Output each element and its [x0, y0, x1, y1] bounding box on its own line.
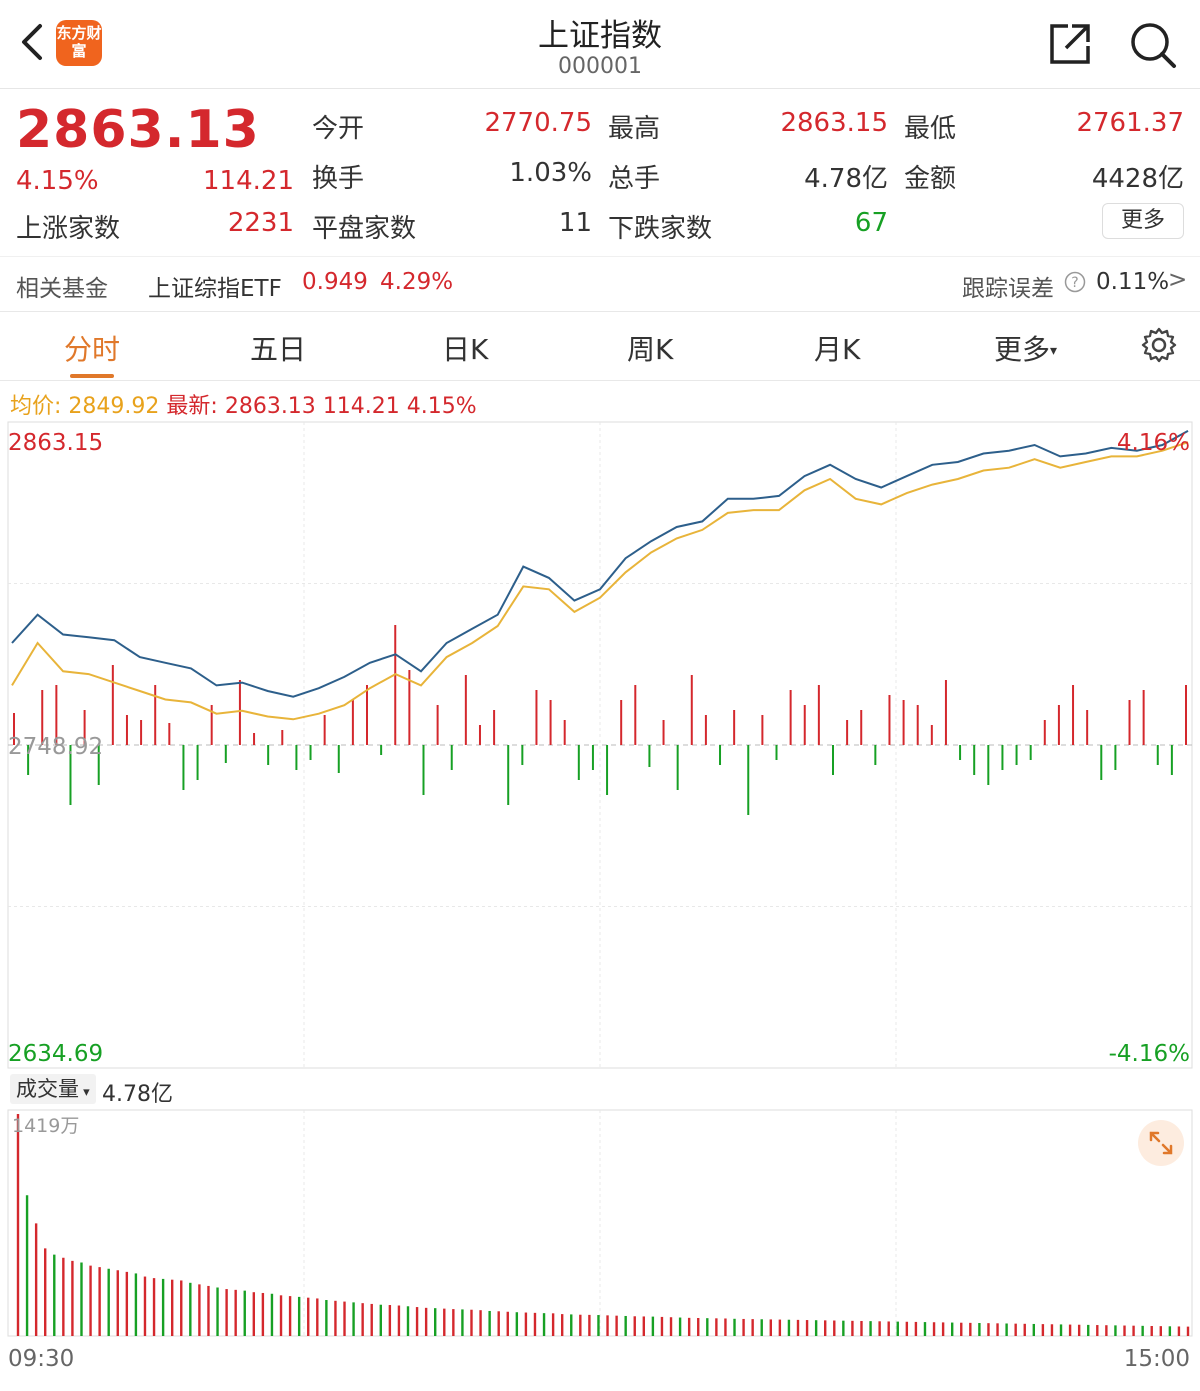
- open-value: 2770.75: [484, 108, 592, 138]
- current-price: 2863.13: [16, 100, 260, 160]
- decliners-label: 下跌家数: [608, 214, 713, 244]
- advancers-value: 2231: [227, 208, 294, 238]
- share-icon[interactable]: [1048, 22, 1092, 66]
- volume-chart[interactable]: 1419万 09:30 15:00: [0, 1108, 1200, 1391]
- caret-down-icon: ▾: [79, 1085, 90, 1100]
- amount-label: 金额: [904, 164, 957, 194]
- latest-change: 114.21: [322, 394, 400, 419]
- gear-icon[interactable]: [1140, 326, 1178, 364]
- tab-monthly-k[interactable]: 月K: [814, 333, 861, 366]
- pct-axis-bottom: -4.16%: [1109, 1041, 1190, 1067]
- time-start: 09:30: [8, 1346, 74, 1372]
- latest-pct: 4.15%: [406, 394, 477, 419]
- latest-label: 最新:: [166, 394, 218, 419]
- amount-value: 4428亿: [1091, 164, 1184, 194]
- time-end: 15:00: [1124, 1346, 1190, 1372]
- more-button[interactable]: 更多: [1102, 203, 1184, 239]
- high-value: 2863.15: [780, 108, 888, 138]
- back-icon[interactable]: [14, 22, 54, 62]
- intraday-price-chart[interactable]: 2863.15 2748.92 2634.69 4.16% -4.16%: [0, 420, 1200, 1080]
- tab-weekly-k[interactable]: 周K: [627, 333, 674, 366]
- app-logo: 东方财富: [56, 20, 102, 66]
- volume-axis-top: 1419万: [12, 1115, 79, 1137]
- tracking-error-value: 0.11%: [1096, 269, 1170, 295]
- chart-legend: 均价: 2849.92 最新: 2863.13 114.21 4.15%: [10, 388, 477, 420]
- volume-bars: [16, 1114, 1190, 1336]
- low-label: 最低: [904, 114, 957, 144]
- volume-indicator-select[interactable]: 成交量 ▾: [10, 1074, 96, 1104]
- tab-intraday[interactable]: 分时: [64, 333, 121, 366]
- svg-text:?: ?: [1071, 275, 1078, 291]
- tab-daily-k[interactable]: 日K: [442, 333, 489, 366]
- fund-pct: 4.29%: [380, 269, 454, 295]
- search-icon[interactable]: [1128, 20, 1178, 70]
- chart-grid: [7, 421, 1193, 1069]
- avg-value: 2849.92: [68, 394, 160, 419]
- decliners-value: 67: [854, 208, 888, 238]
- y-axis-bottom: 2634.69: [8, 1041, 103, 1067]
- fund-name[interactable]: 上证综指ETF: [148, 276, 282, 302]
- low-value: 2761.37: [1076, 108, 1184, 138]
- page-title: 上证指数: [538, 18, 662, 54]
- turnover-label: 换手: [312, 164, 365, 194]
- period-tabs: 分时 五日 日K 周K 月K 更多▾: [0, 312, 1200, 381]
- avg-label: 均价:: [10, 394, 62, 419]
- high-label: 最高: [608, 114, 661, 144]
- diff-bars: [13, 625, 1187, 815]
- expand-icon[interactable]: [1138, 1120, 1184, 1166]
- advancers-label: 上涨家数: [16, 214, 121, 244]
- active-tab-indicator: [70, 374, 114, 378]
- app-header: 东方财富 上证指数 000001: [0, 0, 1200, 89]
- help-icon[interactable]: ?: [1064, 271, 1086, 293]
- caret-down-icon: ▾: [1050, 343, 1058, 359]
- volume-label: 总手: [608, 164, 661, 194]
- related-fund-row[interactable]: 相关基金 上证综指ETF 0.949 4.29% 跟踪误差 ? 0.11% >: [0, 256, 1200, 312]
- avg-price-line: [11, 441, 1189, 721]
- change-pct: 4.15%: [16, 166, 99, 196]
- pct-axis-top: 4.16%: [1117, 430, 1190, 456]
- unchanged-value: 11: [558, 208, 592, 238]
- volume-grid: [7, 1109, 1193, 1337]
- y-axis-top: 2863.15: [8, 430, 103, 456]
- turnover-value: 1.03%: [509, 158, 592, 188]
- price-line: [11, 430, 1189, 698]
- related-fund-label: 相关基金: [16, 276, 108, 302]
- volume-label: 成交量: [16, 1077, 79, 1101]
- tab-five-day[interactable]: 五日: [250, 333, 307, 366]
- volume-value: 4.78亿: [804, 164, 888, 194]
- open-label: 今开: [312, 114, 365, 144]
- tracking-error-label: 跟踪误差: [962, 276, 1054, 302]
- stock-code: 000001: [558, 54, 642, 79]
- latest-value: 2863.13: [224, 394, 316, 419]
- fund-price: 0.949: [302, 269, 368, 295]
- volume-total: 4.78亿: [102, 1082, 173, 1107]
- chevron-right-icon[interactable]: >: [1168, 267, 1188, 293]
- y-axis-mid: 2748.92: [8, 734, 103, 760]
- tab-more[interactable]: 更多▾: [994, 328, 1057, 368]
- unchanged-label: 平盘家数: [312, 214, 417, 244]
- tab-more-label: 更多: [994, 333, 1051, 366]
- change-value: 114.21: [203, 166, 294, 196]
